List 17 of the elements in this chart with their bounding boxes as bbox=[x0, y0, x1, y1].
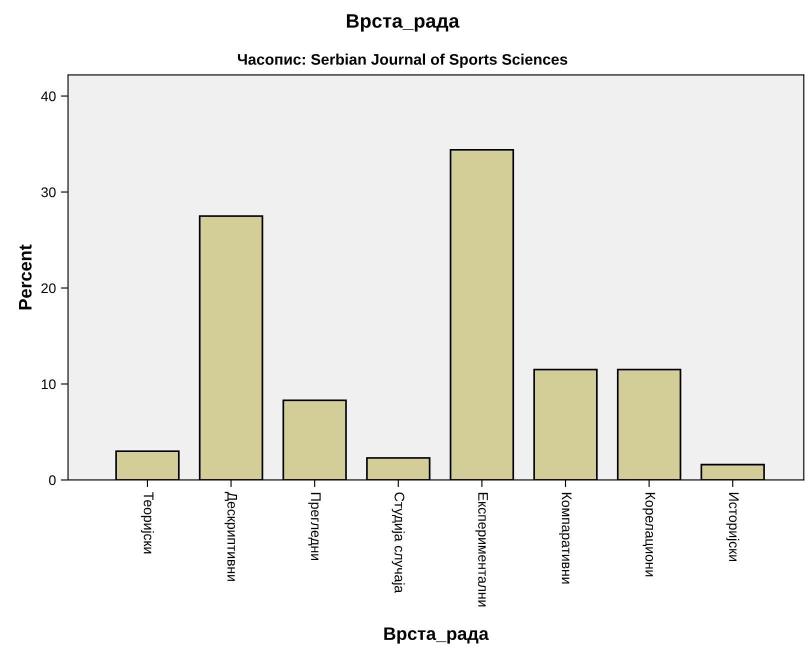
y-tick-label: 40 bbox=[41, 91, 56, 102]
y-tick-label: 30 bbox=[41, 187, 56, 198]
x-tick-label: Историјски bbox=[726, 492, 740, 562]
chart-title: Врста_рада bbox=[346, 14, 460, 32]
x-tick-label: Теоријски bbox=[140, 492, 154, 554]
chart-subtitle: Часопис: Serbian Journal of Sports Sciences bbox=[238, 54, 568, 68]
x-tick-label: Корелациони bbox=[642, 492, 656, 576]
x-tick-label: Дескриптивни bbox=[224, 492, 238, 581]
x-tick-label: Компаративни bbox=[559, 492, 572, 584]
y-tick-label: 10 bbox=[42, 379, 56, 390]
x-tick-label: Студија случаја bbox=[392, 492, 405, 594]
x-tick-label: Прегледни bbox=[308, 492, 321, 560]
x-axis-title: Врста_рада bbox=[384, 627, 489, 644]
y-axis-title: Percent bbox=[19, 244, 32, 310]
x-tick-label: Експериментални bbox=[475, 492, 488, 606]
y-tick-label: 20 bbox=[41, 283, 56, 294]
y-tick-label: 0 bbox=[49, 475, 56, 486]
